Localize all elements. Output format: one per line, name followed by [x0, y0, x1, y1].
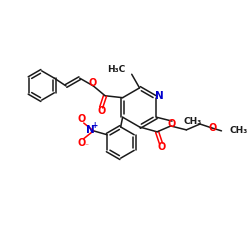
Text: CH₃: CH₃: [184, 116, 202, 126]
Text: H₃C: H₃C: [107, 65, 125, 74]
Text: O: O: [208, 123, 217, 133]
Text: O: O: [78, 114, 86, 124]
Text: O: O: [97, 106, 105, 116]
Text: O: O: [168, 119, 176, 129]
Text: O: O: [158, 142, 166, 152]
Text: CH₃: CH₃: [229, 126, 248, 135]
Text: N: N: [155, 91, 164, 101]
Text: O: O: [78, 138, 86, 147]
Text: O: O: [88, 78, 96, 88]
Text: ⁻: ⁻: [85, 141, 89, 150]
Text: N: N: [86, 125, 95, 135]
Text: +: +: [91, 120, 98, 130]
